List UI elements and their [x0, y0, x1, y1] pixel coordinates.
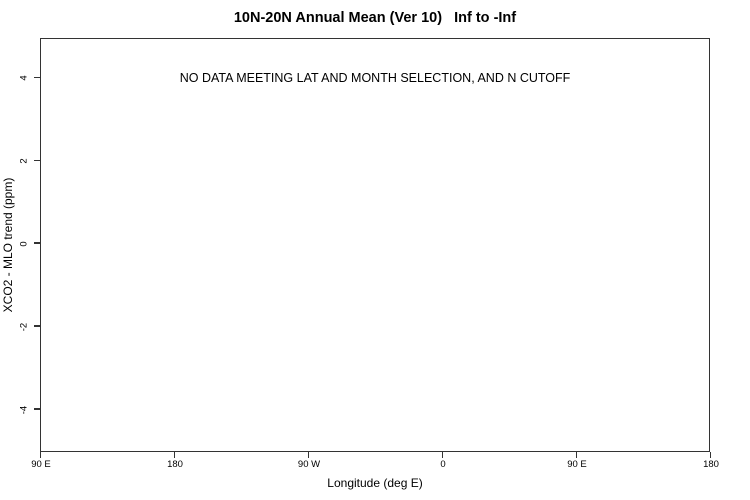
x-tick-label: 0: [440, 459, 446, 470]
x-tick-mark: [39, 451, 41, 458]
x-tick-label: 180: [167, 459, 183, 470]
x-tick-mark: [173, 451, 175, 458]
y-tick-mark: [33, 408, 40, 410]
x-tick-mark: [575, 451, 577, 458]
y-tick-label: 0: [18, 241, 30, 247]
y-axis-label: XCO2 - MLO trend (ppm): [1, 177, 15, 313]
y-tick-mark: [33, 159, 40, 162]
x-tick-mark: [307, 451, 309, 458]
no-data-message: NO DATA MEETING LAT AND MONTH SELECTION,…: [179, 71, 571, 86]
x-tick-label: 90 E: [31, 459, 51, 470]
x-tick-label: 180: [703, 459, 719, 470]
x-tick-mark: [441, 451, 443, 458]
x-axis-label: Longitude (deg E): [327, 476, 423, 490]
y-tick-label: -4: [18, 405, 30, 414]
plot-box: NO DATA MEETING LAT AND MONTH SELECTION,…: [19, 38, 719, 470]
y-tick-label: 2: [18, 158, 30, 164]
x-tick-label: 90 E: [567, 459, 587, 470]
y-tick-label: 4: [18, 75, 30, 81]
chart-title: 10N-20N Annual Mean (Ver 10) Inf to -Inf: [233, 10, 517, 26]
x-tick-label: 90 W: [297, 459, 321, 470]
y-tick-label: -2: [18, 322, 30, 331]
y-tick-mark: [33, 325, 40, 327]
x-tick-mark: [709, 451, 711, 458]
y-tick-mark: [33, 76, 40, 79]
y-tick-mark: [33, 242, 40, 244]
